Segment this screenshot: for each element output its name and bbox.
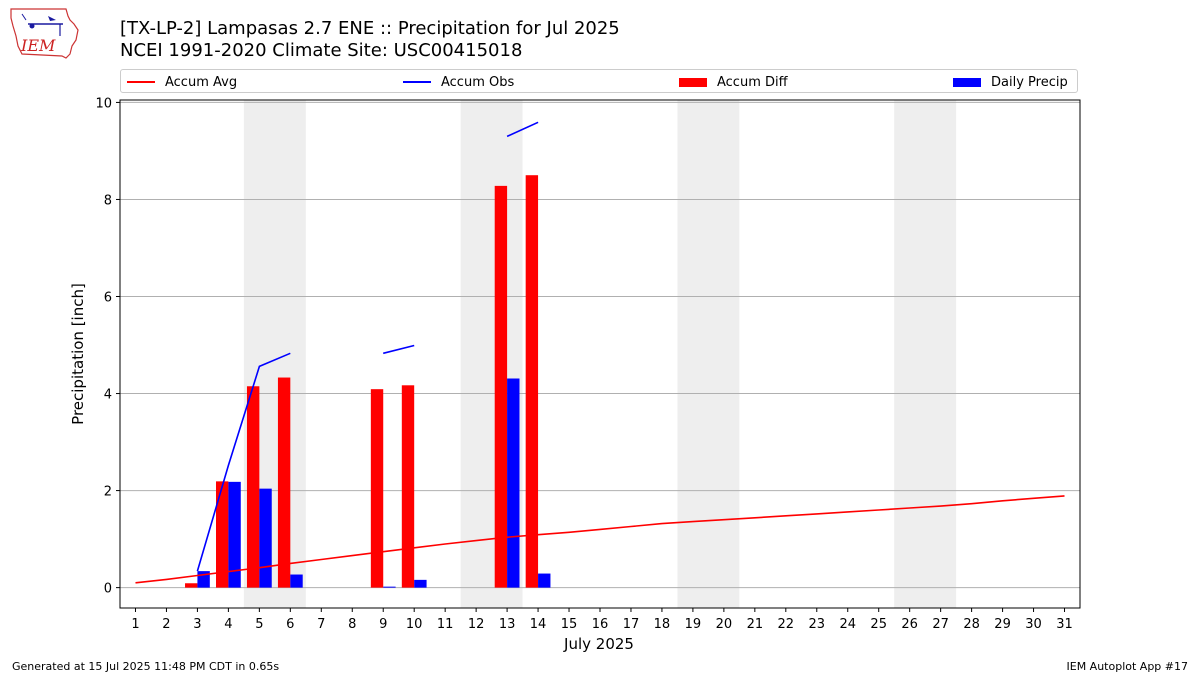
x-tick-label-4: 4 — [224, 617, 232, 632]
x-tick-label-27: 27 — [932, 617, 949, 632]
x-tick-label-29: 29 — [994, 617, 1011, 632]
x-tick-label-23: 23 — [809, 617, 826, 632]
bar-daily-precip-5 — [259, 488, 272, 588]
legend-item-accum-avg: Accum Avg — [127, 73, 237, 91]
x-tick-label-8: 8 — [348, 617, 356, 632]
bar-daily-precip-9 — [383, 586, 396, 588]
series-lines — [135, 121, 1065, 584]
x-tick-label-13: 13 — [499, 617, 516, 632]
x-tick-label-1: 1 — [131, 617, 139, 632]
weekend-shading — [243, 100, 957, 608]
chart-title: [TX-LP-2] Lampasas 2.7 ENE :: Precipitat… — [120, 18, 620, 39]
x-tick-label-11: 11 — [437, 617, 454, 632]
x-tick-label-25: 25 — [870, 617, 887, 632]
weekend-band-2 — [677, 100, 740, 608]
bar-daily-precip-10 — [414, 579, 427, 588]
bars — [185, 175, 551, 588]
x-tick-label-31: 31 — [1056, 617, 1073, 632]
bar-daily-precip-6 — [290, 574, 303, 588]
x-tick-label-17: 17 — [623, 617, 640, 632]
y-tick-label-10: 10 — [95, 96, 112, 111]
x-tick-label-30: 30 — [1025, 617, 1042, 632]
legend-item-daily-precip: Daily Precip — [953, 73, 1068, 91]
y-tick-label-8: 8 — [104, 193, 112, 208]
x-tick-label-6: 6 — [286, 617, 294, 632]
x-axis-label: July 2025 — [563, 635, 634, 653]
x-tick-label-21: 21 — [747, 617, 764, 632]
x-tick-label-15: 15 — [561, 617, 578, 632]
bar-daily-precip-13 — [507, 378, 520, 588]
y-axis-ticks: 0 2 4 6 8 10 — [95, 96, 120, 597]
iem-logo: IEM — [10, 8, 79, 59]
bar-accum-diff-13 — [494, 185, 508, 588]
x-tick-label-19: 19 — [685, 617, 702, 632]
line-accum-obs-1 — [383, 344, 415, 355]
legend-item-accum-obs: Accum Obs — [403, 73, 514, 91]
legend-label-accum-avg: Accum Avg — [165, 74, 238, 90]
bar-accum-diff-6 — [277, 377, 291, 588]
legend-label-accum-diff: Accum Diff — [717, 74, 788, 90]
chart-legend: Accum Avg Accum Obs Accum Diff Daily Pre… — [120, 69, 1078, 93]
footer-app: IEM Autoplot App #17 — [1066, 660, 1189, 673]
y-axis-label: Precipitation [inch] — [69, 283, 87, 425]
y-tick-label-2: 2 — [104, 485, 112, 500]
x-tick-label-5: 5 — [255, 617, 263, 632]
bar-accum-diff-10 — [401, 385, 415, 588]
legend-swatch-accum-avg — [127, 81, 155, 83]
x-axis-ticks: 1 2 3 4 5 6 7 8 9 10 11 12 13 14 15 16 17 18 19 20 21 22 23 24 2… — [131, 608, 1073, 632]
x-tick-label-9: 9 — [379, 617, 387, 632]
x-tick-label-10: 10 — [406, 617, 423, 632]
legend-swatch-daily-precip — [953, 77, 981, 87]
bar-accum-diff-3 — [185, 583, 198, 588]
x-tick-label-22: 22 — [778, 617, 795, 632]
y-tick-label-0: 0 — [104, 582, 112, 597]
x-tick-label-24: 24 — [839, 617, 856, 632]
x-tick-label-12: 12 — [468, 617, 485, 632]
y-tick-label-6: 6 — [104, 291, 112, 306]
x-tick-label-7: 7 — [317, 617, 325, 632]
bar-accum-diff-9 — [370, 389, 384, 588]
line-accum-obs-2 — [506, 121, 539, 138]
x-tick-label-3: 3 — [193, 617, 201, 632]
weekend-band-3 — [894, 100, 957, 608]
bar-daily-precip-14 — [538, 573, 551, 588]
legend-item-accum-diff: Accum Diff — [679, 73, 788, 91]
bar-accum-diff-5 — [246, 386, 260, 588]
chart-subtitle: NCEI 1991-2020 Climate Site: USC00415018 — [120, 40, 523, 61]
bar-accum-diff-4 — [216, 481, 229, 588]
x-tick-label-2: 2 — [162, 617, 170, 632]
y-tick-label-4: 4 — [104, 388, 112, 403]
legend-label-daily-precip: Daily Precip — [991, 74, 1068, 90]
iem-logo-text: IEM — [20, 36, 56, 55]
legend-swatch-accum-diff — [679, 77, 707, 87]
x-tick-label-20: 20 — [716, 617, 733, 632]
x-tick-label-16: 16 — [592, 617, 609, 632]
x-tick-label-28: 28 — [963, 617, 980, 632]
line-accum-obs-0 — [196, 352, 291, 572]
legend-label-accum-obs: Accum Obs — [441, 74, 515, 90]
bar-daily-precip-4 — [228, 481, 241, 588]
line-accum-avg-0 — [135, 495, 1065, 584]
x-tick-label-14: 14 — [530, 617, 547, 632]
x-tick-label-18: 18 — [654, 617, 671, 632]
bar-accum-diff-14 — [525, 175, 539, 588]
legend-swatch-accum-obs — [403, 81, 431, 83]
footer-generated: Generated at 15 Jul 2025 11:48 PM CDT in… — [12, 660, 280, 673]
x-tick-label-26: 26 — [901, 617, 918, 632]
